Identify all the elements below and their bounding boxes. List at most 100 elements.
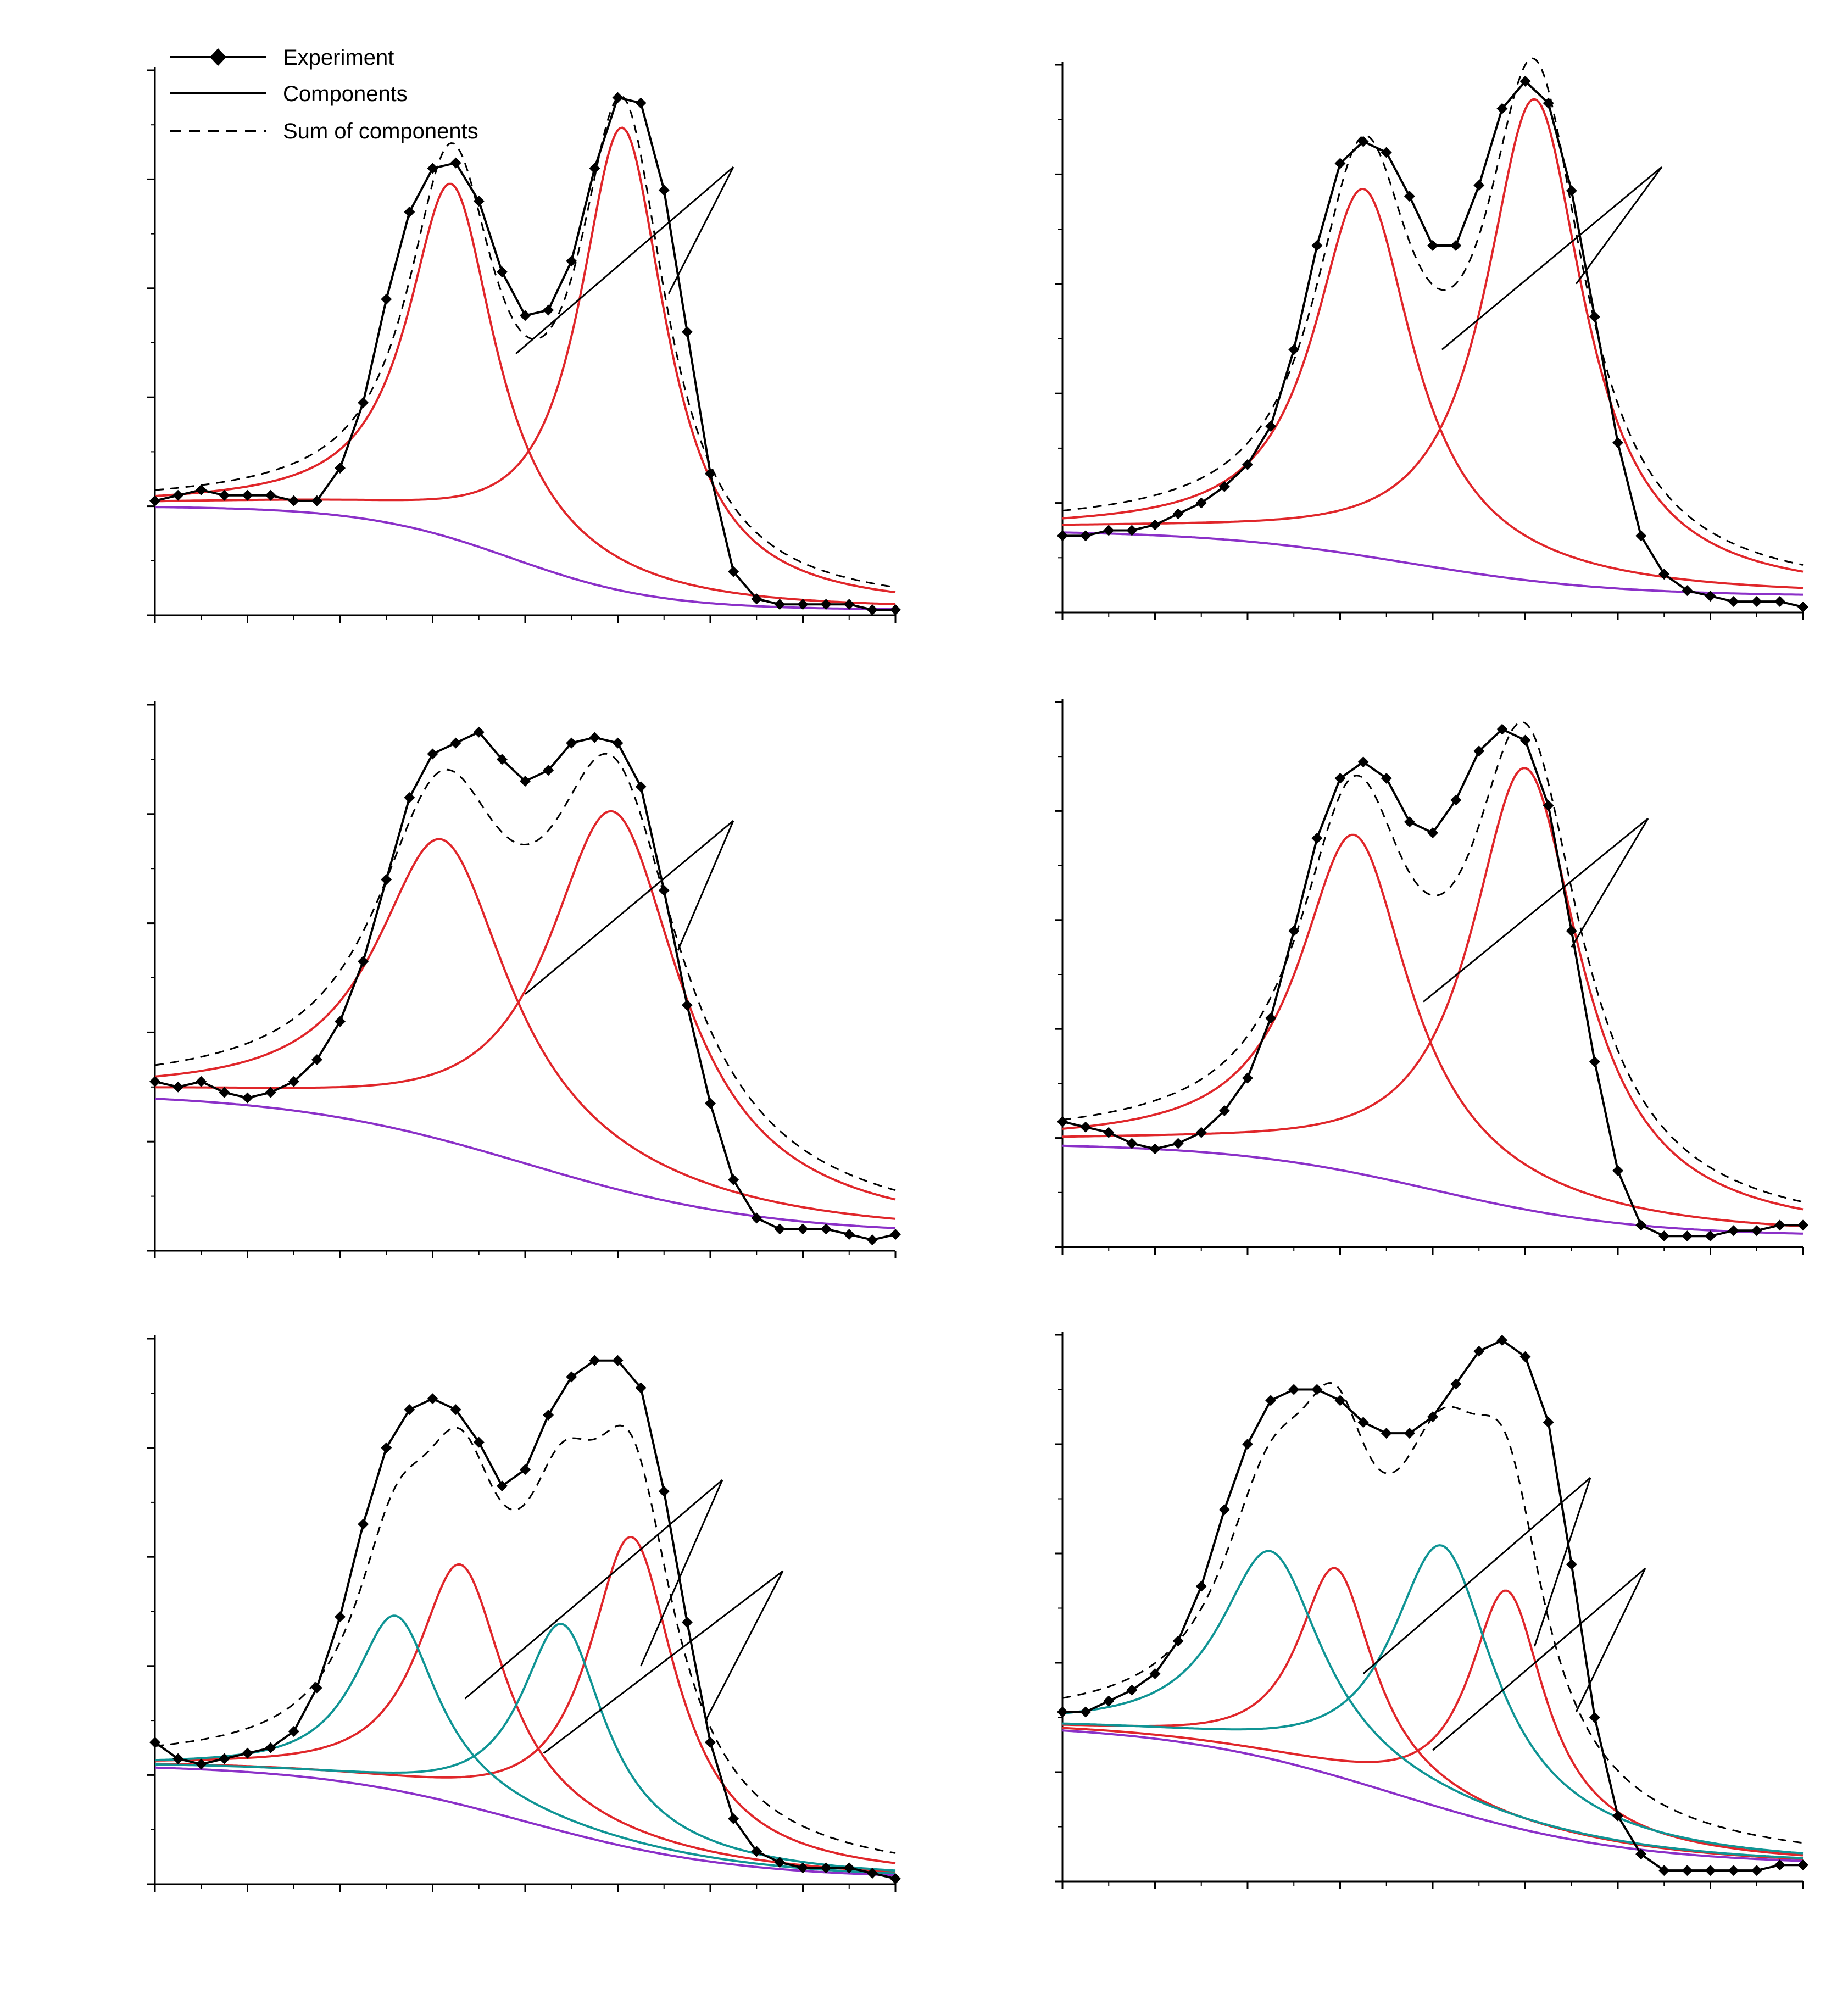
experiment-point bbox=[843, 599, 855, 610]
experiment-point bbox=[681, 1617, 693, 1628]
experiment-point bbox=[335, 463, 346, 474]
experiment-point bbox=[1404, 816, 1415, 828]
experiment-point bbox=[1057, 1706, 1068, 1718]
panels-layer bbox=[147, 57, 1808, 1892]
experiment-point bbox=[1566, 185, 1577, 197]
background-curve bbox=[1062, 531, 1803, 596]
experiment-point bbox=[1242, 1439, 1253, 1450]
annotation-pointer bbox=[464, 1479, 723, 1700]
experiment-point bbox=[242, 1092, 253, 1104]
experiment-point bbox=[566, 737, 577, 749]
experiment-point bbox=[589, 1355, 600, 1366]
experiment-point bbox=[820, 1862, 832, 1874]
experiment-point bbox=[751, 1846, 762, 1857]
experiment-point bbox=[1728, 1225, 1739, 1237]
experiment-point bbox=[1682, 1230, 1693, 1242]
experiment-point bbox=[172, 1081, 184, 1093]
experiment-point bbox=[728, 1813, 739, 1824]
experiment-point bbox=[1288, 925, 1300, 937]
experiment-point bbox=[1543, 800, 1554, 811]
sum-of-components-curve bbox=[154, 753, 896, 1191]
experiment-point bbox=[658, 1486, 670, 1497]
experiment-point bbox=[219, 1087, 230, 1098]
experiment-point bbox=[1126, 525, 1138, 536]
experiment-point bbox=[450, 157, 461, 169]
au-0-component-curve bbox=[154, 182, 896, 605]
experiment-point bbox=[358, 1518, 369, 1530]
legend-experiment-label: Experiment bbox=[283, 46, 394, 70]
experiment-point bbox=[1612, 1810, 1623, 1822]
au-0-component-curve bbox=[1062, 98, 1804, 573]
experiment-point bbox=[566, 1371, 577, 1383]
experiment-point bbox=[1705, 1230, 1716, 1242]
experiment-point bbox=[566, 255, 577, 267]
experiment-point bbox=[774, 1223, 786, 1235]
experiment-point bbox=[1496, 723, 1508, 735]
experiment-point bbox=[427, 748, 438, 760]
experiment-point bbox=[866, 1868, 878, 1879]
experiment-point bbox=[265, 1087, 276, 1098]
experiment-point bbox=[1774, 1219, 1785, 1231]
au-ox-component-curve bbox=[155, 1623, 896, 1872]
annotation-pointer bbox=[705, 1571, 784, 1721]
annotation-pointer bbox=[1423, 817, 1649, 1003]
experiment-point bbox=[219, 1753, 230, 1764]
experiment-point bbox=[705, 468, 716, 480]
experiment-point bbox=[1242, 459, 1253, 470]
experiment-point bbox=[1195, 1127, 1207, 1138]
experiment-point bbox=[612, 737, 624, 749]
experiment-point bbox=[1728, 1865, 1739, 1876]
experiment-point bbox=[1450, 240, 1462, 252]
experiment-point bbox=[1450, 794, 1462, 806]
experiment-point bbox=[1357, 136, 1369, 147]
experiment-point bbox=[520, 776, 531, 787]
experiment-point bbox=[1635, 1219, 1647, 1231]
experiment-point bbox=[1218, 1504, 1230, 1516]
experiment-point bbox=[1103, 1127, 1115, 1138]
panel-p-5707 bbox=[1055, 1332, 1808, 1889]
experiment-point bbox=[381, 874, 392, 886]
experiment-point bbox=[311, 1054, 322, 1066]
experiment-point bbox=[1242, 1072, 1253, 1084]
experiment-point bbox=[1404, 1428, 1415, 1439]
experiment-point bbox=[543, 765, 554, 776]
experiment-point bbox=[473, 196, 485, 207]
experiment-point bbox=[404, 1404, 415, 1416]
annotation-pointer bbox=[1533, 1477, 1591, 1647]
experiment-point bbox=[520, 1464, 531, 1475]
experiment-point bbox=[1751, 1225, 1762, 1237]
experiment-point bbox=[751, 1212, 762, 1224]
experiment-point bbox=[1635, 1848, 1647, 1860]
experiment-point bbox=[843, 1862, 855, 1874]
sum-of-components-curve bbox=[154, 95, 896, 588]
experiment-point bbox=[1519, 75, 1531, 87]
experiment-point bbox=[890, 1873, 901, 1885]
experiment-point bbox=[1381, 147, 1392, 158]
experiment-point bbox=[1126, 1684, 1138, 1696]
experiment-point bbox=[288, 1725, 299, 1737]
experiment-point bbox=[1288, 344, 1300, 355]
experiment-point bbox=[728, 566, 739, 577]
experiment-point bbox=[1172, 1138, 1184, 1149]
sum-of-components-curve bbox=[154, 1424, 896, 1854]
experiment-point bbox=[1774, 596, 1785, 608]
experiment-point bbox=[658, 185, 670, 196]
experiment-point bbox=[866, 1234, 878, 1246]
legend: Experiment Components Sum of components bbox=[170, 46, 478, 143]
experiment-point bbox=[1334, 772, 1346, 784]
experiment-point bbox=[1265, 1395, 1277, 1406]
au-0-component-curve bbox=[1062, 767, 1804, 1211]
experiment-point bbox=[866, 604, 878, 616]
experiment-point bbox=[1057, 530, 1068, 542]
experiment-point bbox=[1265, 1012, 1277, 1024]
experiment-point bbox=[1288, 1384, 1300, 1395]
au-ox-component-curve bbox=[154, 1614, 896, 1875]
au-0-component-curve bbox=[1062, 1589, 1804, 1857]
experiment-point bbox=[196, 1076, 207, 1087]
experiment-point bbox=[381, 1442, 392, 1453]
experiment-point bbox=[1658, 1230, 1670, 1242]
experiment-point bbox=[496, 1480, 508, 1492]
experiment-point bbox=[612, 92, 624, 103]
experiment-point bbox=[1589, 1056, 1600, 1067]
